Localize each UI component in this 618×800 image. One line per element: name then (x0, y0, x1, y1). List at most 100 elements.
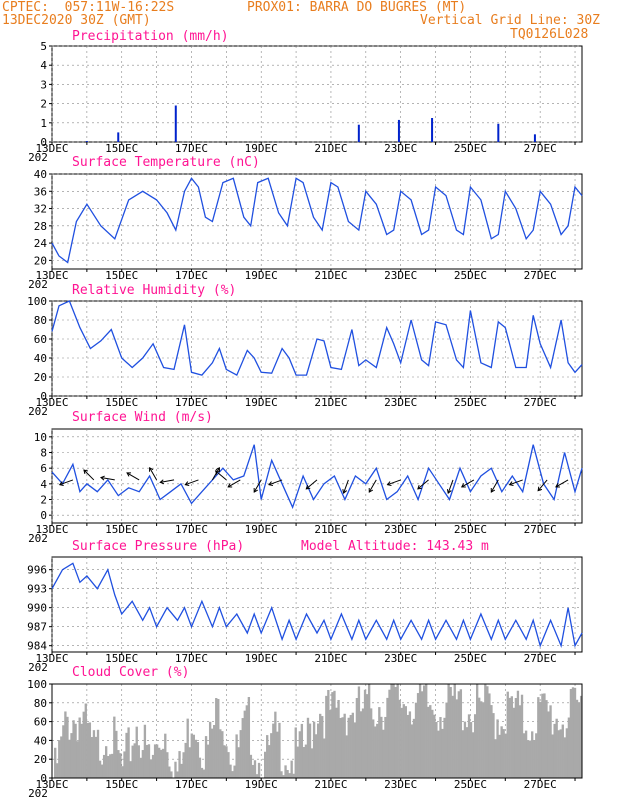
cloud-bar (337, 699, 340, 778)
cloud-bar (339, 717, 342, 778)
cloud-bar (168, 766, 171, 778)
cloud-bar (58, 740, 61, 778)
pressure-xtick-label: 23DEC (384, 652, 417, 665)
cloud-bar (302, 747, 306, 778)
temp-ytick-label: 36 (34, 185, 47, 198)
cloud-bar (300, 723, 304, 778)
cloud-bar (410, 724, 414, 778)
precip-xtick-label: 21DEC (314, 142, 347, 155)
cloud-bar (166, 752, 169, 778)
cloud-bar (484, 684, 487, 778)
cloud-bar (398, 699, 401, 778)
wind-xtick-label: 17DEC (175, 523, 208, 536)
cloud-bar (537, 697, 540, 778)
cloud-bar (473, 714, 477, 778)
temp-ytick-label: 24 (34, 237, 48, 250)
wind-arrow-head (446, 489, 452, 494)
cloud-bar (445, 702, 448, 778)
humidity-frame (51, 300, 583, 397)
cloud-bar (404, 706, 407, 778)
cloud-xtick-label: 25DEC (454, 778, 487, 791)
cloud-bar (372, 719, 375, 778)
pressure-xtick-label: 15DEC (105, 652, 138, 665)
cloud-bar (571, 687, 575, 778)
wind-arrow-head (305, 484, 311, 490)
cloud-bar (467, 714, 471, 778)
cloud-bar (457, 691, 460, 778)
wind-arrow-head (253, 488, 258, 493)
cloud-bar (333, 690, 336, 778)
cloud-bar (198, 757, 202, 778)
cloud-bar (184, 742, 187, 778)
cloud-bar (317, 723, 320, 778)
cloud-bar (276, 731, 279, 778)
cloud-bar (531, 731, 534, 778)
humidity-xtick-label: 21DEC (314, 396, 347, 409)
cloud-bar (257, 762, 261, 778)
humidity-title: Relative Humidity (%) (72, 283, 237, 298)
cloud-bar (56, 763, 59, 778)
humidity-xtick-label: 19DEC (245, 396, 278, 409)
cloud-bar (577, 702, 581, 778)
wind-title: Surface Wind (m/s) (72, 410, 213, 425)
pressure-frame (51, 556, 583, 653)
cloud-bar (492, 713, 495, 778)
cloud-bar (392, 684, 395, 778)
temp-xtick-label: 15DEC (105, 269, 138, 282)
cloud-bar (100, 764, 104, 778)
wind-arrow-head (268, 481, 273, 486)
cloud-bar (533, 739, 536, 778)
cloud-bar (323, 738, 326, 778)
cloud-ytick-label: 0 (40, 772, 47, 785)
cloud-bar (54, 747, 57, 778)
temp-ytick-label: 20 (34, 254, 47, 267)
cloud-bar (512, 707, 516, 778)
cloud-bar (439, 717, 442, 778)
precip-xtick-label: 13DEC (35, 142, 68, 155)
cloud-ytick-label: 100 (27, 678, 47, 691)
cloud-bar (170, 771, 173, 778)
wind-arrow (417, 479, 429, 490)
cloud-bar (111, 753, 114, 778)
cloud-bar (569, 688, 573, 778)
wind-arrow-head (368, 488, 374, 493)
cloud-bar (416, 693, 420, 778)
cloud-bar (347, 717, 350, 778)
cloud-bar (510, 696, 513, 778)
cloud-bar (543, 693, 546, 778)
cloud-ytick-label: 80 (34, 697, 47, 710)
cloud-bar (178, 751, 181, 778)
cloud-bar (539, 701, 542, 778)
cloud-bar (518, 705, 522, 778)
wind-arrow-head (58, 481, 64, 486)
wind-arrow (343, 479, 349, 494)
wind-ytick-label: 8 (40, 447, 47, 460)
cloud-bar (272, 723, 275, 778)
precip-ytick-label: 3 (40, 78, 47, 91)
cloud-bar (105, 746, 108, 778)
cloud-bar (82, 711, 85, 778)
cloud-bar (223, 745, 226, 778)
wind-arrow (126, 472, 140, 481)
cloud-bar (441, 728, 444, 778)
cloud-bar (107, 756, 110, 778)
cloud-bar (390, 684, 393, 778)
cloud-bar (429, 705, 432, 778)
cloud-bar (427, 706, 430, 778)
cloud-bar (123, 751, 126, 778)
wind-arrow (537, 479, 548, 491)
wind-arrow (211, 467, 220, 481)
wind-ytick-label: 2 (40, 494, 47, 507)
precip-frame (51, 45, 583, 143)
cloud-bar (380, 716, 383, 778)
pressure-xtick-label: 27DEC (524, 652, 557, 665)
cloud-bar (471, 732, 475, 778)
pressure-ytick-label: 990 (27, 602, 47, 615)
cloud-bar (204, 736, 208, 778)
cloud-bar (237, 747, 240, 778)
temp-xtick-label: 13DEC (35, 269, 68, 282)
cloud-bar (284, 765, 287, 778)
cloud-bar (206, 744, 210, 778)
cloud-bar (482, 702, 485, 778)
cloud-bar (113, 716, 116, 778)
